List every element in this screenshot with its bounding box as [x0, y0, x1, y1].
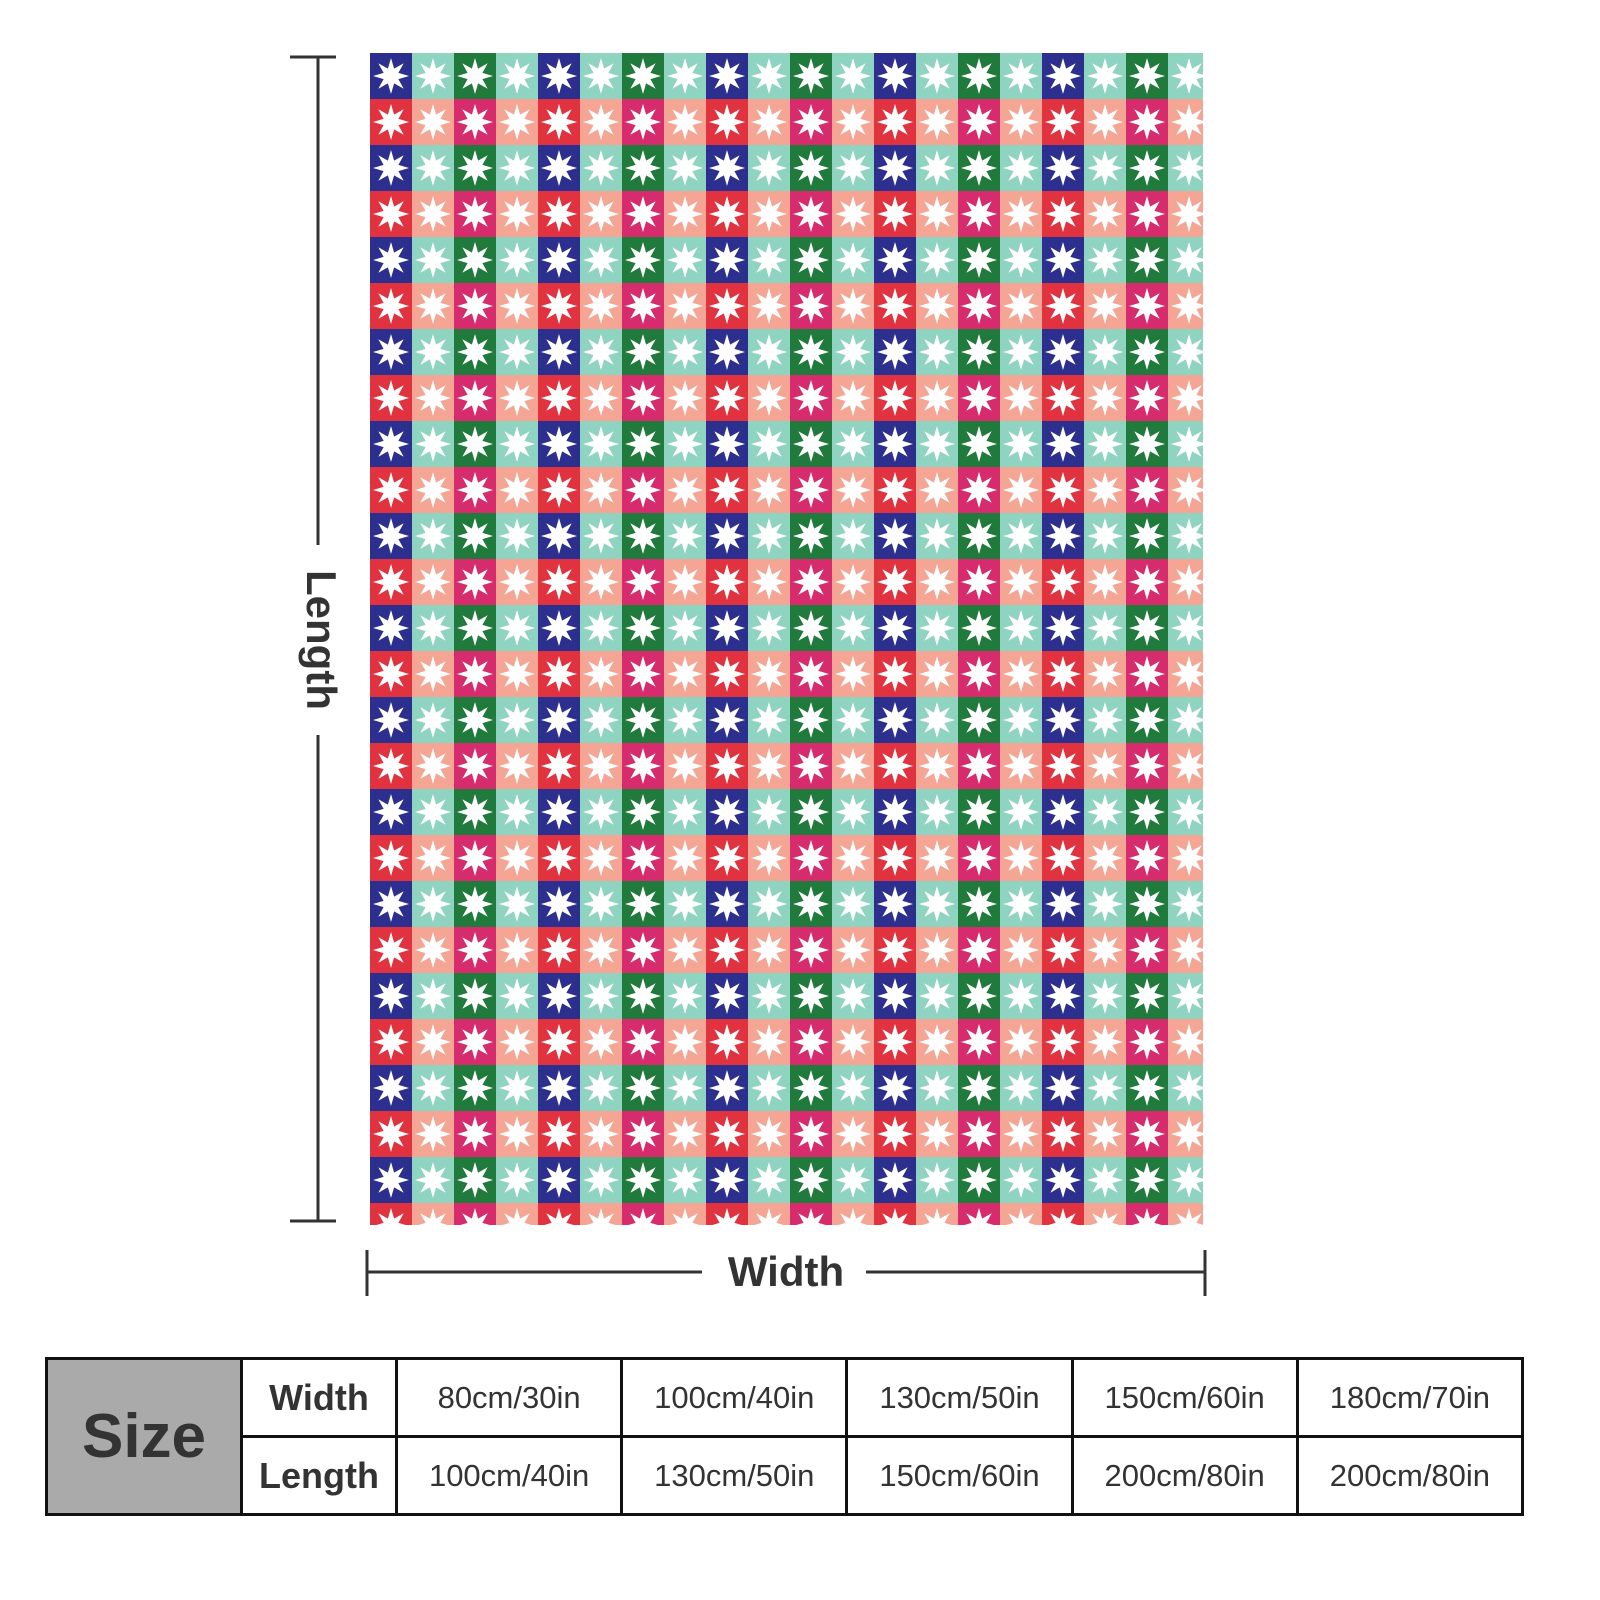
size-cell: 130cm/50in — [620, 1435, 849, 1516]
size-table: Size Width 80cm/30in 100cm/40in 130cm/50… — [45, 1357, 1525, 1516]
size-cell: 100cm/40in — [620, 1357, 849, 1438]
width-dimension-line — [365, 1250, 1207, 1296]
length-label: Length — [298, 570, 345, 710]
width-label: Width — [728, 1248, 844, 1295]
row-label: Width — [240, 1357, 398, 1438]
size-cell: 130cm/50in — [845, 1357, 1074, 1438]
size-cell: 180cm/70in — [1295, 1357, 1525, 1438]
size-cell: 80cm/30in — [394, 1357, 624, 1438]
row-label: Length — [240, 1435, 398, 1516]
length-dimension-line — [290, 55, 336, 1223]
size-cell: 150cm/60in — [1070, 1357, 1299, 1438]
size-header: Size — [45, 1357, 243, 1516]
product-image: Length Width — [290, 53, 1207, 1296]
blanket — [370, 53, 1203, 1225]
size-cell: 150cm/60in — [845, 1435, 1074, 1516]
size-cell: 200cm/80in — [1070, 1435, 1299, 1516]
size-cell: 200cm/80in — [1295, 1435, 1525, 1516]
size-cell: 100cm/40in — [394, 1435, 624, 1516]
